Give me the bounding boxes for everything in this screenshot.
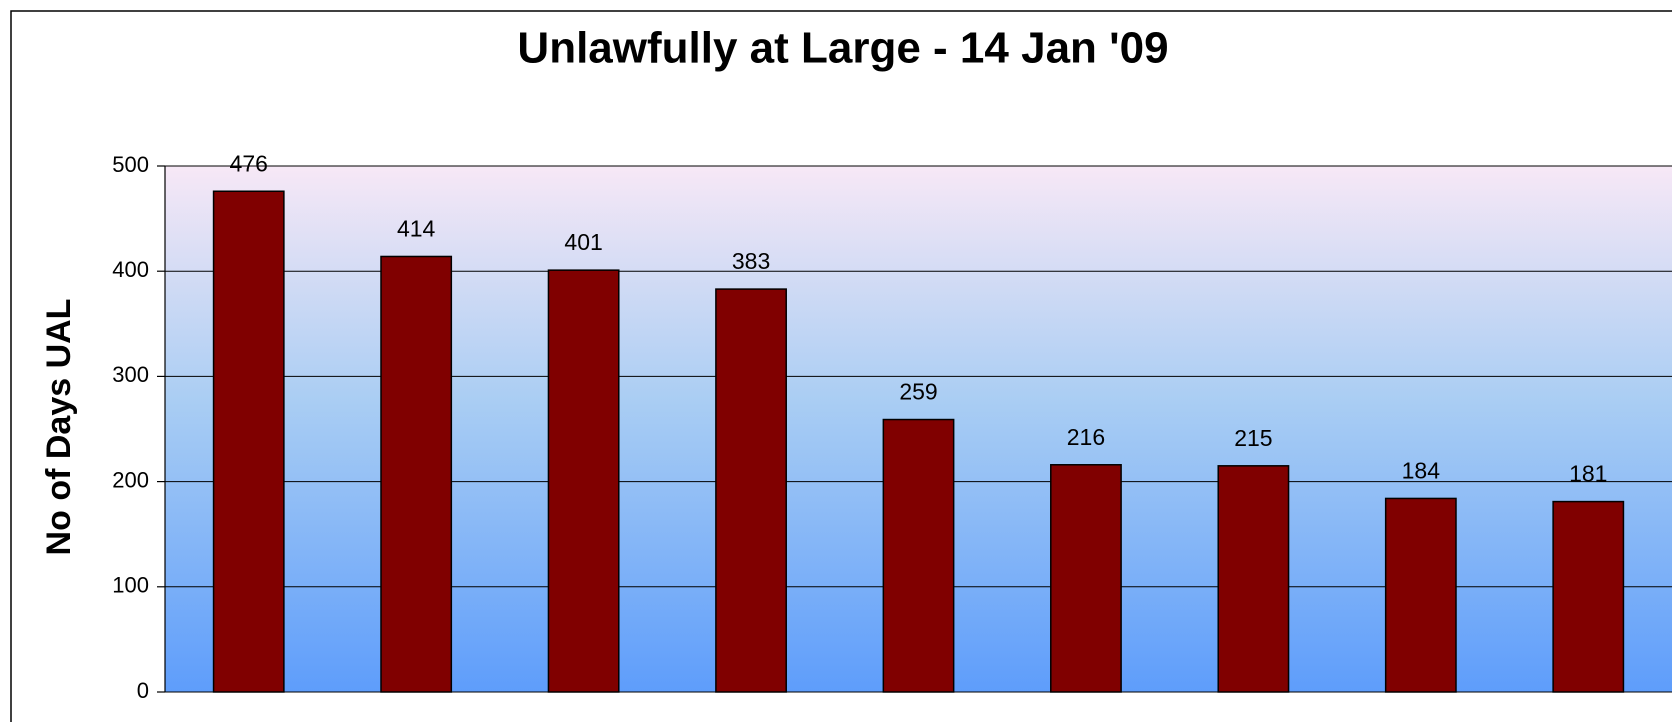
- data-label: 414: [397, 216, 436, 242]
- bar: [715, 288, 787, 693]
- y-axis-label: No of Days UAL: [40, 299, 78, 556]
- data-label: 259: [899, 379, 937, 405]
- data-label: 476: [230, 150, 268, 176]
- data-label: 181: [1569, 461, 1607, 487]
- y-tick-label: 200: [112, 467, 149, 492]
- data-label: 401: [564, 229, 602, 255]
- bar: [882, 418, 955, 693]
- data-label: 383: [732, 248, 770, 274]
- bar: [380, 255, 453, 693]
- data-label: 216: [1067, 424, 1105, 450]
- bar: [1552, 500, 1625, 693]
- bar: [212, 190, 285, 693]
- y-tick-label: 500: [112, 152, 149, 177]
- data-label: 215: [1234, 425, 1272, 451]
- bar: [1217, 465, 1290, 693]
- y-tick-label: 100: [112, 573, 149, 598]
- data-label: 184: [1402, 458, 1441, 484]
- chart-title: Unlawfully at Large - 14 Jan '09: [517, 24, 1168, 73]
- y-tick-label: 0: [137, 678, 149, 703]
- y-tick-label: 400: [112, 257, 149, 282]
- bar: [1384, 497, 1457, 693]
- bar: [547, 269, 620, 693]
- y-tick-label: 300: [112, 362, 149, 387]
- bar: [1050, 464, 1122, 693]
